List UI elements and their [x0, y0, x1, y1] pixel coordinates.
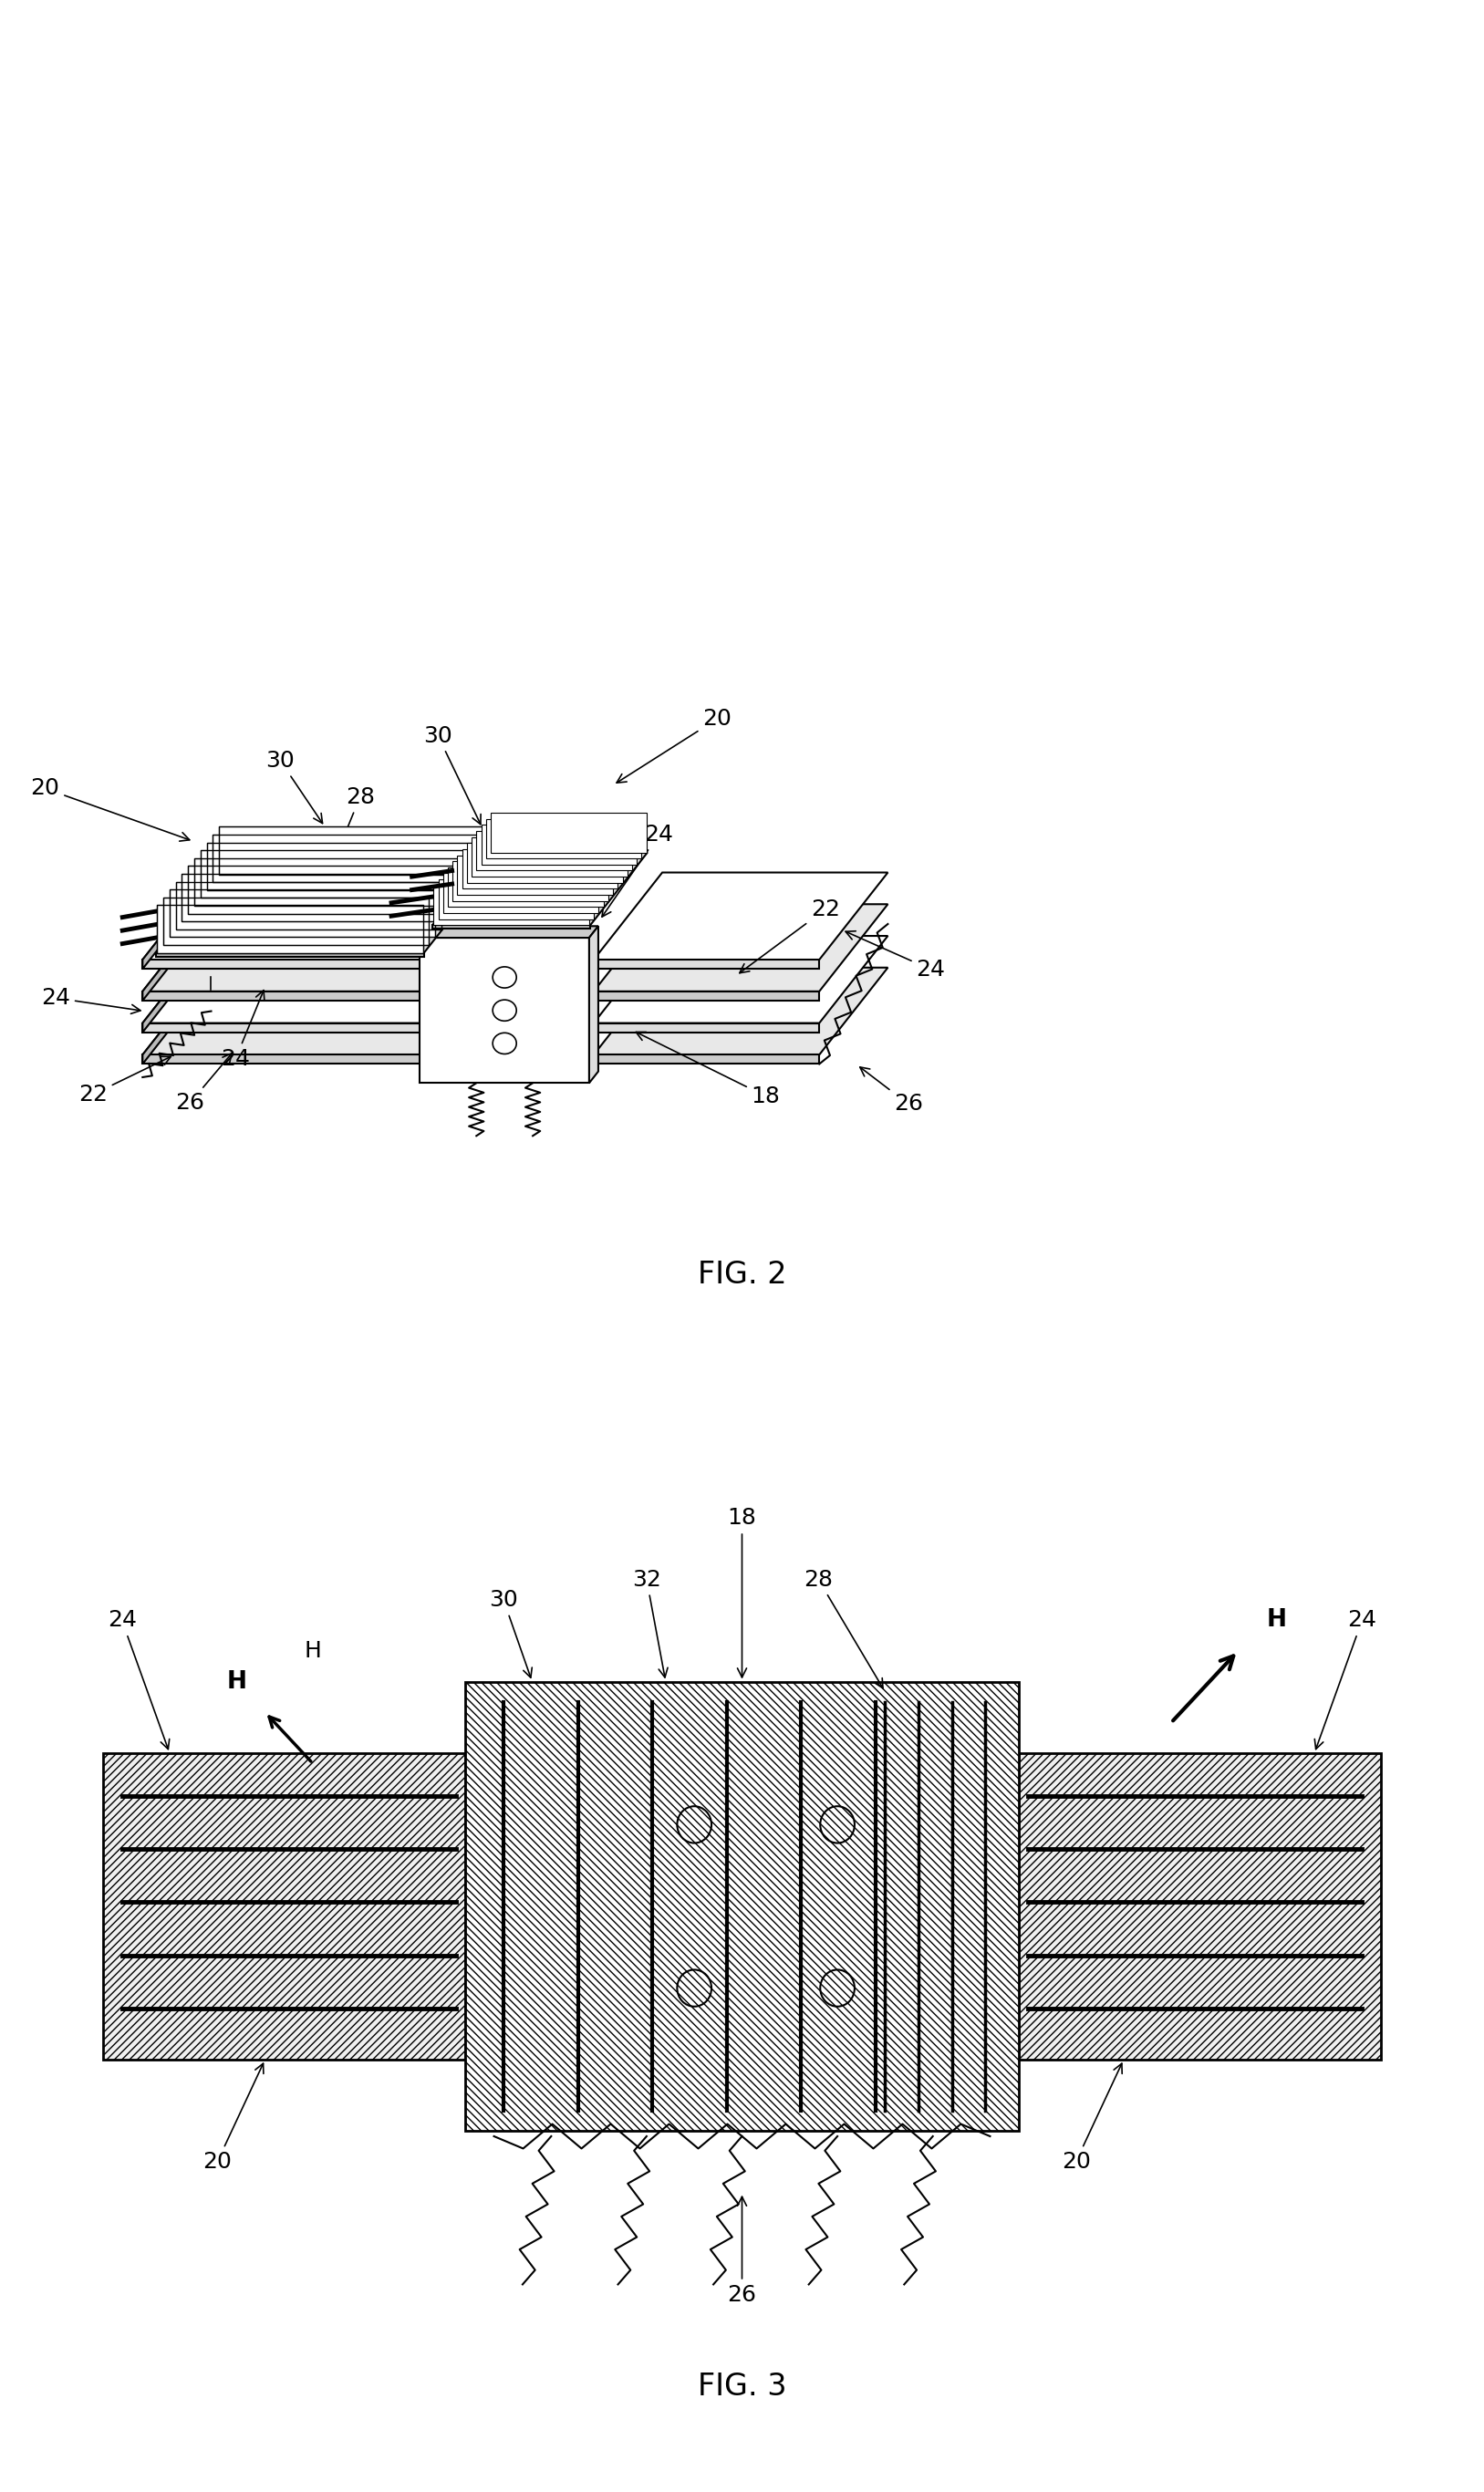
Polygon shape — [589, 927, 598, 1084]
Polygon shape — [594, 872, 887, 959]
Text: 20: 20 — [203, 2063, 264, 2173]
Polygon shape — [594, 937, 887, 1024]
Polygon shape — [142, 872, 211, 969]
Polygon shape — [156, 875, 485, 952]
Polygon shape — [432, 852, 647, 925]
Text: 20: 20 — [1061, 2063, 1122, 2173]
Polygon shape — [594, 1024, 819, 1032]
Text: 30: 30 — [490, 1590, 531, 1677]
Text: 26: 26 — [175, 1054, 232, 1114]
Polygon shape — [206, 842, 472, 890]
Text: 28: 28 — [804, 1567, 883, 1687]
Text: 30: 30 — [266, 750, 322, 822]
Bar — [466, 1682, 1018, 2131]
Polygon shape — [142, 967, 211, 1064]
Bar — [1018, 1754, 1382, 2058]
Polygon shape — [142, 937, 211, 1032]
Polygon shape — [142, 967, 493, 1054]
Polygon shape — [175, 882, 441, 930]
Text: H: H — [304, 1640, 322, 1662]
Polygon shape — [594, 905, 887, 992]
Polygon shape — [169, 890, 435, 937]
Polygon shape — [142, 992, 424, 1002]
Bar — [102, 1754, 466, 2058]
Polygon shape — [142, 905, 211, 1002]
Polygon shape — [157, 905, 423, 952]
Text: 24: 24 — [1315, 1610, 1377, 1749]
Text: 30: 30 — [423, 725, 481, 825]
Polygon shape — [142, 872, 493, 959]
Text: 24: 24 — [221, 989, 264, 1069]
Polygon shape — [444, 872, 598, 912]
Text: 20: 20 — [31, 778, 190, 842]
Text: 28: 28 — [301, 785, 374, 939]
Polygon shape — [142, 937, 493, 1024]
Polygon shape — [594, 967, 887, 1054]
Text: 24: 24 — [846, 932, 945, 979]
Text: H: H — [227, 1670, 246, 1695]
Polygon shape — [485, 820, 641, 857]
Polygon shape — [188, 867, 454, 915]
Polygon shape — [472, 837, 628, 877]
Polygon shape — [142, 959, 424, 969]
Text: 26: 26 — [727, 2195, 757, 2305]
Polygon shape — [220, 827, 485, 875]
Polygon shape — [156, 952, 424, 957]
Polygon shape — [462, 850, 617, 890]
Text: 18: 18 — [637, 1032, 781, 1106]
Polygon shape — [594, 992, 819, 1002]
Text: 24: 24 — [603, 822, 674, 917]
Polygon shape — [476, 830, 632, 870]
Text: H: H — [1266, 1607, 1287, 1632]
Polygon shape — [163, 897, 429, 944]
Bar — [1018, 1754, 1382, 2058]
Polygon shape — [594, 1054, 819, 1064]
Polygon shape — [200, 850, 466, 897]
Polygon shape — [212, 835, 478, 882]
Polygon shape — [433, 885, 589, 925]
Text: 24: 24 — [107, 1610, 169, 1749]
Text: FIG. 2: FIG. 2 — [697, 1258, 787, 1288]
Polygon shape — [453, 862, 608, 900]
Polygon shape — [594, 959, 819, 969]
Text: 20: 20 — [617, 708, 732, 782]
Polygon shape — [448, 867, 604, 907]
Polygon shape — [142, 905, 493, 992]
Text: 32: 32 — [632, 1567, 668, 1677]
Polygon shape — [467, 842, 623, 882]
Polygon shape — [457, 855, 613, 895]
Text: 26: 26 — [859, 1067, 923, 1114]
Polygon shape — [142, 1054, 424, 1064]
Text: FIG. 3: FIG. 3 — [697, 2372, 787, 2402]
Polygon shape — [420, 927, 598, 937]
Bar — [466, 1682, 1018, 2131]
Text: 22: 22 — [79, 1057, 171, 1106]
Polygon shape — [142, 1024, 424, 1032]
Bar — [102, 1754, 466, 2058]
Polygon shape — [420, 937, 589, 1084]
Text: 24: 24 — [42, 987, 141, 1014]
Polygon shape — [432, 925, 591, 930]
Polygon shape — [491, 812, 647, 852]
Polygon shape — [481, 825, 637, 865]
Polygon shape — [183, 875, 448, 922]
Text: 22: 22 — [739, 900, 840, 972]
Polygon shape — [194, 857, 460, 905]
Polygon shape — [438, 880, 594, 920]
Text: 18: 18 — [727, 1508, 757, 1677]
